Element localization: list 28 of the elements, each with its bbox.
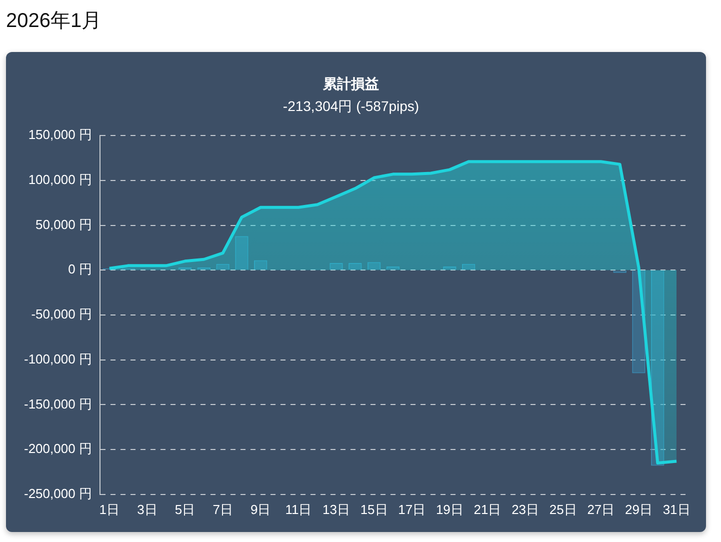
y-tick-label: 0 円 xyxy=(68,262,92,277)
x-tick-label: 17日 xyxy=(398,502,426,517)
y-tick-label: -200,000 円 xyxy=(24,441,92,456)
x-tick-label: 3日 xyxy=(137,502,158,517)
x-tick-label: 25日 xyxy=(549,502,577,517)
x-tick-label: 15日 xyxy=(360,502,388,517)
y-tick-label: 150,000 円 xyxy=(28,127,92,142)
x-tick-label: 19日 xyxy=(436,502,464,517)
chart-subtitle: -213,304円 (-587pips) xyxy=(282,98,420,114)
y-tick-label: -50,000 円 xyxy=(31,306,92,322)
x-tick-label: 13日 xyxy=(322,502,350,517)
y-tick-label: -100,000 円 xyxy=(24,351,92,366)
chart-title: 累計損益 xyxy=(322,75,379,92)
x-tick-label: 21日 xyxy=(474,502,502,517)
y-tick-label: 50,000 円 xyxy=(36,216,92,232)
x-tick-label: 31日 xyxy=(662,502,690,517)
y-tick-label: -150,000 円 xyxy=(24,396,92,412)
x-tick-label: 1日 xyxy=(99,502,120,517)
x-tick-label: 7日 xyxy=(212,502,233,517)
text: 2026年1月 xyxy=(6,9,102,34)
x-tick-label: 29日 xyxy=(625,502,652,517)
x-tick-label: 11日 xyxy=(285,502,312,517)
x-tick-label: 23日 xyxy=(512,502,540,517)
y-tick-label: -250,000 円 xyxy=(24,486,92,501)
x-tick-label: 9日 xyxy=(250,502,271,517)
x-tick-label: 27日 xyxy=(587,502,615,517)
y-tick-label: 100,000 円 xyxy=(28,172,92,188)
x-tick-label: 5日 xyxy=(174,502,196,517)
